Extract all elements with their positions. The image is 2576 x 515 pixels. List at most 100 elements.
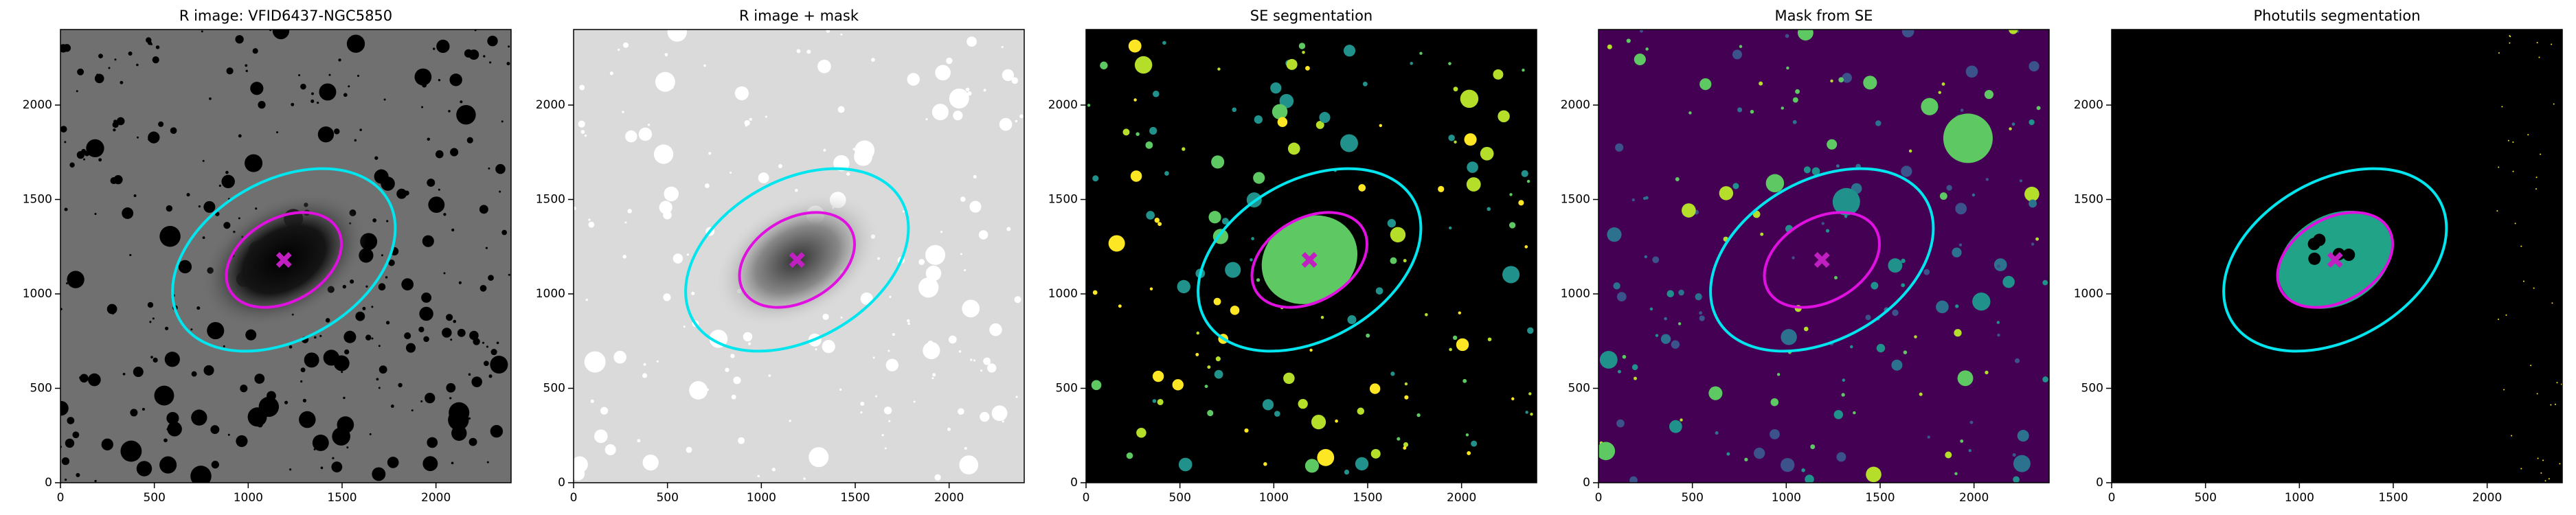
source bbox=[1938, 91, 1941, 94]
source bbox=[1901, 165, 1912, 177]
source bbox=[464, 106, 466, 109]
source bbox=[1404, 382, 1408, 386]
source bbox=[2012, 453, 2016, 457]
source bbox=[453, 319, 457, 323]
source bbox=[1795, 89, 1800, 94]
source bbox=[2013, 476, 2020, 483]
source bbox=[768, 374, 771, 377]
source bbox=[496, 341, 499, 345]
source bbox=[155, 45, 160, 49]
source bbox=[311, 92, 314, 95]
source bbox=[1211, 155, 1225, 169]
source bbox=[317, 126, 335, 143]
source bbox=[258, 101, 266, 109]
source bbox=[1196, 331, 1199, 335]
source bbox=[508, 45, 510, 48]
source bbox=[1655, 334, 1659, 337]
source bbox=[355, 311, 365, 321]
source bbox=[1952, 247, 1962, 258]
source bbox=[427, 137, 431, 141]
source bbox=[1739, 45, 1743, 48]
source bbox=[1765, 174, 1785, 193]
source bbox=[1146, 211, 1155, 220]
source bbox=[1357, 407, 1365, 415]
source bbox=[1923, 268, 1930, 275]
source bbox=[320, 466, 324, 470]
axes-frame bbox=[60, 29, 512, 483]
source bbox=[203, 365, 214, 376]
source bbox=[485, 247, 488, 249]
source bbox=[94, 479, 97, 483]
source bbox=[211, 461, 219, 469]
source bbox=[235, 35, 244, 44]
source bbox=[442, 328, 452, 338]
source bbox=[317, 101, 319, 104]
source bbox=[734, 86, 749, 101]
source bbox=[1770, 428, 1780, 439]
source bbox=[1335, 419, 1338, 423]
source bbox=[328, 73, 331, 76]
source bbox=[446, 314, 453, 321]
ellipse-aperture bbox=[1709, 167, 1935, 353]
source bbox=[1466, 177, 1481, 192]
axes-frame bbox=[2111, 29, 2563, 483]
y-tick-label: 2000 bbox=[23, 98, 52, 112]
source bbox=[1607, 227, 1622, 242]
source bbox=[196, 306, 201, 310]
source bbox=[1152, 399, 1157, 403]
source bbox=[2511, 435, 2513, 437]
y-tick-label: 1000 bbox=[1561, 287, 1590, 301]
x-tick-label: 1500 bbox=[1353, 491, 1382, 505]
source bbox=[150, 43, 152, 45]
source bbox=[1675, 177, 1680, 181]
source bbox=[421, 106, 424, 108]
source bbox=[2559, 463, 2561, 465]
source bbox=[1221, 218, 1229, 225]
source bbox=[378, 387, 381, 389]
source bbox=[1145, 141, 1153, 149]
source bbox=[1448, 62, 1451, 65]
source bbox=[1521, 170, 1528, 177]
source bbox=[221, 174, 235, 189]
source bbox=[822, 313, 829, 321]
source bbox=[418, 326, 425, 332]
source bbox=[289, 345, 293, 349]
source bbox=[159, 225, 181, 247]
source bbox=[743, 332, 753, 342]
source bbox=[925, 244, 946, 265]
source bbox=[2514, 222, 2516, 225]
source bbox=[642, 454, 659, 471]
source bbox=[450, 148, 459, 157]
source bbox=[704, 183, 710, 188]
source bbox=[343, 330, 357, 343]
source bbox=[313, 448, 316, 450]
source bbox=[683, 325, 686, 328]
source bbox=[113, 119, 117, 124]
y-tick-label: 1000 bbox=[2074, 287, 2103, 301]
source bbox=[1214, 369, 1223, 379]
source bbox=[2551, 302, 2553, 304]
axes-frame bbox=[1598, 29, 2050, 483]
source bbox=[202, 236, 205, 239]
source bbox=[245, 154, 263, 172]
source bbox=[874, 395, 877, 398]
source bbox=[1419, 52, 1423, 55]
source bbox=[1133, 98, 1137, 102]
source bbox=[2507, 139, 2509, 141]
source bbox=[948, 335, 957, 344]
x-tick-label: 0 bbox=[57, 491, 65, 505]
source bbox=[1834, 275, 1838, 279]
source bbox=[1467, 451, 1471, 455]
source bbox=[1645, 47, 1649, 51]
source bbox=[203, 201, 216, 213]
source bbox=[1781, 106, 1784, 110]
source bbox=[152, 56, 159, 64]
source bbox=[1087, 104, 1091, 107]
source bbox=[129, 253, 132, 257]
source bbox=[983, 357, 991, 365]
source bbox=[1487, 337, 1492, 341]
source bbox=[1355, 457, 1369, 471]
x-tick-label: 0 bbox=[2108, 491, 2116, 505]
source bbox=[1452, 335, 1458, 341]
source bbox=[973, 359, 976, 362]
